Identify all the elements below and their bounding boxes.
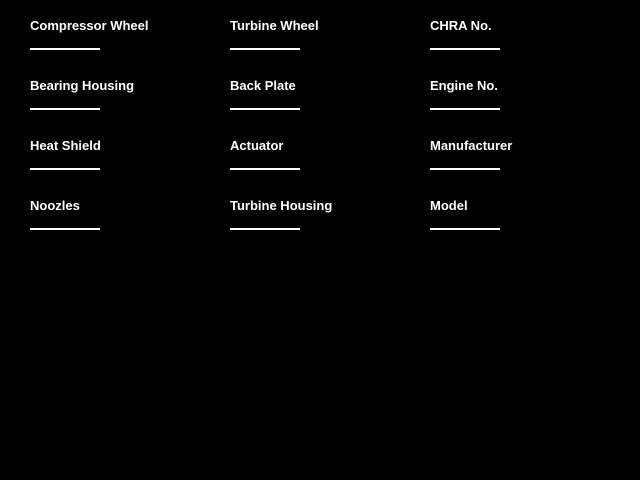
field-label: Turbine Housing — [230, 198, 333, 213]
field-back-plate: Back Plate — [230, 78, 430, 138]
field-compressor-wheel: Compressor Wheel — [30, 18, 230, 78]
field-label: Actuator — [230, 138, 284, 153]
field-model: Model — [430, 198, 630, 258]
field-engine-no: Engine No. — [430, 78, 630, 138]
field-label: CHRA No. — [430, 18, 492, 33]
field-value-blank[interactable] — [30, 48, 100, 50]
field-value-blank[interactable] — [430, 48, 500, 50]
field-value-blank[interactable] — [30, 108, 100, 110]
field-label: Back Plate — [230, 78, 296, 93]
field-value-blank[interactable] — [230, 48, 300, 50]
field-value-blank[interactable] — [430, 168, 500, 170]
field-value-blank[interactable] — [230, 108, 300, 110]
field-value-blank[interactable] — [430, 108, 500, 110]
field-value-blank[interactable] — [430, 228, 500, 230]
field-label: Heat Shield — [30, 138, 101, 153]
field-turbine-housing: Turbine Housing — [230, 198, 430, 258]
field-label: Noozles — [30, 198, 80, 213]
field-turbine-wheel: Turbine Wheel — [230, 18, 430, 78]
parts-form: Compressor Wheel Turbine Wheel CHRA No. … — [30, 18, 630, 258]
field-actuator: Actuator — [230, 138, 430, 198]
field-bearing-housing: Bearing Housing — [30, 78, 230, 138]
field-chra-no: CHRA No. — [430, 18, 630, 78]
field-heat-shield: Heat Shield — [30, 138, 230, 198]
field-label: Manufacturer — [430, 138, 513, 153]
field-value-blank[interactable] — [230, 228, 300, 230]
field-value-blank[interactable] — [230, 168, 300, 170]
field-label: Bearing Housing — [30, 78, 135, 93]
field-label: Compressor Wheel — [30, 18, 149, 33]
field-noozles: Noozles — [30, 198, 230, 258]
field-value-blank[interactable] — [30, 168, 100, 170]
field-label: Turbine Wheel — [230, 18, 319, 33]
field-label: Engine No. — [430, 78, 498, 93]
field-label: Model — [430, 198, 468, 213]
field-value-blank[interactable] — [30, 228, 100, 230]
field-manufacturer: Manufacturer — [430, 138, 630, 198]
